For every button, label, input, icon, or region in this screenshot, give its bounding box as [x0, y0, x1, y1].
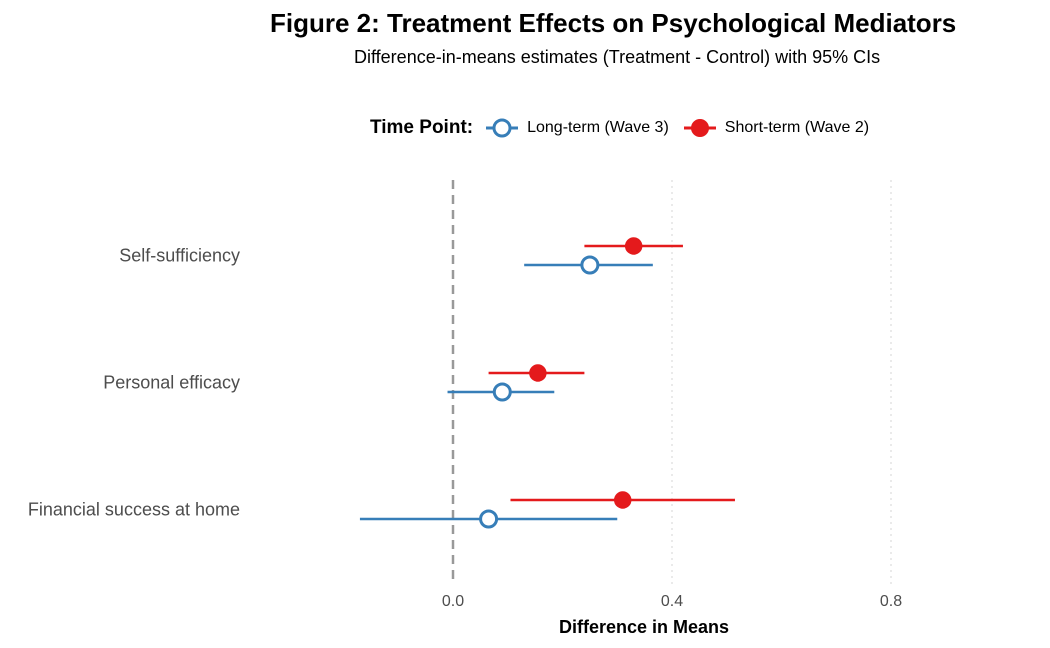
chart-title: Figure 2: Treatment Effects on Psycholog… — [270, 8, 957, 38]
x-tick-label: 0.4 — [660, 593, 684, 610]
y-tick-label: Personal efficacy — [103, 372, 240, 393]
legend-title: Time Point: — [370, 117, 474, 138]
x-axis-label: Difference in Means — [558, 617, 730, 637]
point-short-term — [613, 491, 632, 509]
open-circle-icon — [486, 118, 519, 138]
x-tick-label: 0.0 — [441, 593, 465, 610]
point-long-term — [479, 509, 499, 529]
x-tick-label: 0.8 — [879, 593, 903, 610]
y-tick-label: Financial success at home — [27, 499, 240, 520]
filled-circle-icon — [683, 119, 716, 137]
point-long-term — [580, 255, 600, 275]
chart-subtitle: Difference-in-means estimates (Treatment… — [354, 47, 881, 67]
legend-item-long-term: Long-term (Wave 3) — [485, 114, 669, 142]
legend-item-short-term: Short-term (Wave 2) — [683, 114, 869, 142]
point-short-term — [624, 237, 643, 255]
legend: Time Point: Long-term (Wave 3) Short-ter… — [370, 114, 883, 142]
legend-label-short-term: Short-term (Wave 2) — [724, 119, 870, 136]
point-long-term — [492, 382, 512, 402]
point-short-term — [529, 364, 547, 382]
legend-label-long-term: Long-term (Wave 3) — [527, 119, 669, 136]
y-tick-label: Self-sufficiency — [119, 245, 240, 266]
